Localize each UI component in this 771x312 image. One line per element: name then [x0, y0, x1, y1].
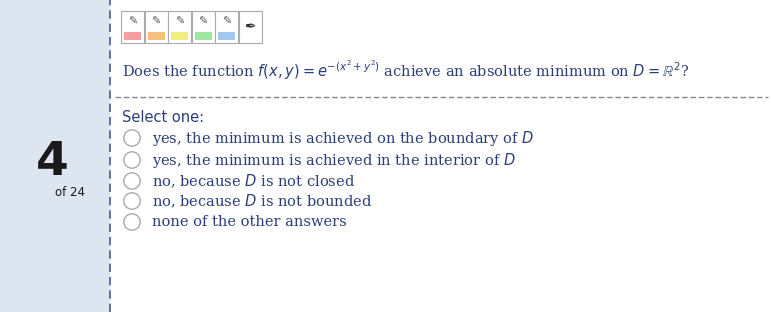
Text: Does the function $f(x, y) = e^{-(x^2+y^2)}$ achieve an absolute minimum on $D =: Does the function $f(x, y) = e^{-(x^2+y^…: [122, 58, 689, 82]
Text: ✎: ✎: [175, 17, 184, 27]
FancyBboxPatch shape: [191, 11, 214, 43]
Text: ✎: ✎: [198, 17, 207, 27]
Text: Select one:: Select one:: [122, 110, 204, 124]
Text: ✎: ✎: [151, 17, 160, 27]
Text: none of the other answers: none of the other answers: [152, 215, 347, 229]
FancyBboxPatch shape: [218, 32, 235, 40]
FancyBboxPatch shape: [147, 32, 164, 40]
FancyBboxPatch shape: [110, 0, 771, 312]
Circle shape: [124, 173, 140, 189]
Text: yes, the minimum is achieved in the interior of $D$: yes, the minimum is achieved in the inte…: [152, 150, 516, 169]
FancyBboxPatch shape: [215, 11, 238, 43]
Text: ✎: ✎: [128, 17, 137, 27]
FancyBboxPatch shape: [168, 11, 191, 43]
FancyBboxPatch shape: [194, 32, 211, 40]
Circle shape: [124, 130, 140, 146]
Circle shape: [124, 152, 140, 168]
Text: ✒: ✒: [244, 20, 256, 34]
Text: ✎: ✎: [222, 17, 231, 27]
FancyBboxPatch shape: [124, 32, 141, 40]
FancyBboxPatch shape: [144, 11, 167, 43]
Circle shape: [124, 193, 140, 209]
Text: yes, the minimum is achieved on the boundary of $D$: yes, the minimum is achieved on the boun…: [152, 129, 534, 148]
Circle shape: [124, 214, 140, 230]
Text: of 24: of 24: [55, 186, 85, 198]
FancyBboxPatch shape: [171, 32, 188, 40]
Text: 4: 4: [35, 139, 69, 184]
Text: no, because $D$ is not closed: no, because $D$ is not closed: [152, 172, 355, 190]
FancyBboxPatch shape: [121, 11, 144, 43]
FancyBboxPatch shape: [238, 11, 261, 43]
Text: no, because $D$ is not bounded: no, because $D$ is not bounded: [152, 192, 372, 210]
